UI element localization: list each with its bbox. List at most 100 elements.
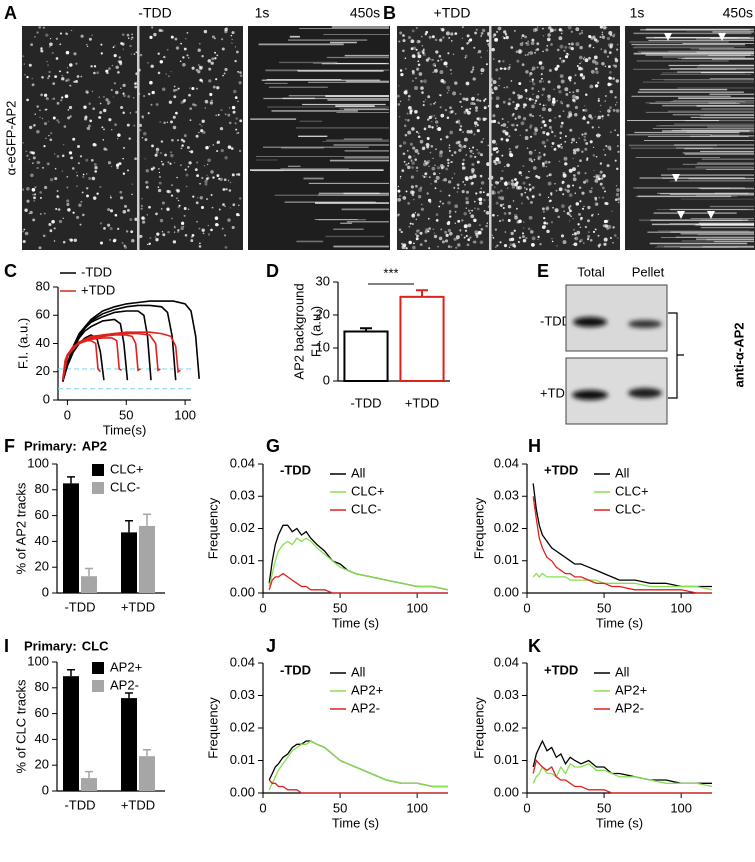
speckle — [581, 207, 585, 210]
speckle — [216, 141, 219, 144]
speckle — [114, 45, 116, 47]
line — [532, 759, 712, 794]
speckle — [176, 189, 180, 193]
speckle — [454, 222, 457, 224]
speckle — [439, 138, 443, 141]
speckle — [42, 26, 45, 29]
speckle — [80, 75, 83, 78]
speckle — [57, 208, 61, 211]
speckle — [485, 224, 488, 228]
speckle — [568, 46, 572, 49]
speckle — [209, 145, 211, 147]
speckle — [503, 182, 506, 184]
y-tick-label: 80 — [35, 481, 49, 496]
y-tick-label: 0.04 — [494, 455, 519, 470]
speckle — [460, 145, 464, 149]
speckle — [568, 206, 571, 209]
speckle — [469, 38, 473, 42]
speckle — [522, 42, 524, 44]
speckle — [498, 84, 500, 87]
speckle — [542, 131, 546, 135]
speckle — [224, 27, 228, 32]
speckle — [32, 162, 34, 164]
speckle — [558, 28, 562, 32]
speckle — [496, 244, 499, 247]
speckle — [67, 208, 71, 212]
speckle — [166, 189, 170, 193]
y-tick-label: 0.00 — [494, 784, 519, 799]
speckle — [238, 204, 240, 207]
speckle — [577, 165, 579, 167]
speckle — [169, 162, 172, 165]
speckle — [511, 179, 514, 182]
speckle — [191, 86, 195, 91]
legend-label: +TDD — [81, 282, 115, 297]
speckle — [609, 148, 612, 151]
speckle — [205, 145, 209, 150]
speckle — [117, 133, 121, 137]
speckle — [214, 37, 216, 40]
speckle — [66, 202, 70, 207]
speckle — [180, 100, 184, 105]
speckle — [428, 176, 431, 179]
speckle — [465, 81, 470, 86]
speckle — [114, 213, 118, 217]
speckle — [113, 238, 117, 242]
speckle — [553, 134, 557, 138]
speckle — [403, 90, 408, 95]
speckle — [141, 115, 145, 119]
speckle — [530, 230, 534, 234]
y-tick-label: 0.01 — [494, 552, 519, 567]
speckle — [571, 137, 576, 142]
legend-label: CLC- — [110, 479, 140, 494]
speckle — [556, 245, 558, 247]
speckle — [615, 108, 620, 113]
y-tick-label: 0 — [42, 782, 49, 797]
speckle — [130, 230, 134, 234]
speckle — [402, 152, 406, 155]
speckle — [547, 33, 551, 37]
speckle — [603, 219, 608, 224]
speckle — [212, 85, 216, 89]
speckle — [227, 218, 231, 222]
speckle — [418, 188, 423, 192]
speckle — [425, 143, 430, 147]
speckle — [597, 177, 601, 181]
line — [532, 762, 713, 788]
y-tick-label: 0.02 — [230, 520, 255, 535]
speckle — [399, 31, 403, 35]
speckle — [211, 206, 214, 209]
speckle — [45, 97, 49, 101]
speckle — [577, 223, 580, 226]
speckle — [189, 107, 193, 110]
speckle — [34, 36, 36, 38]
speckle — [590, 36, 594, 40]
speckle — [62, 217, 64, 219]
speckle — [474, 106, 479, 110]
speckle — [216, 150, 218, 152]
speckle — [215, 78, 218, 81]
speckle — [410, 158, 413, 162]
speckle — [445, 135, 449, 139]
speckle — [447, 162, 450, 165]
speckle — [512, 200, 515, 202]
speckle — [552, 206, 554, 209]
speckle — [179, 164, 182, 167]
speckle — [612, 226, 615, 229]
speckle — [47, 64, 49, 66]
speckle — [217, 113, 220, 116]
speckle — [433, 102, 435, 105]
speckle — [494, 228, 498, 231]
y-axis-label: Frequency — [205, 697, 220, 759]
speckle — [465, 108, 469, 112]
speckle — [56, 101, 60, 105]
speckle — [607, 113, 610, 117]
speckle — [129, 44, 132, 48]
speckle — [492, 236, 495, 239]
legend-label: AP2- — [110, 677, 139, 692]
speckle — [513, 229, 516, 232]
speckle — [529, 151, 531, 153]
speckle — [586, 237, 590, 241]
speckle — [22, 188, 25, 191]
speckle — [56, 195, 59, 198]
